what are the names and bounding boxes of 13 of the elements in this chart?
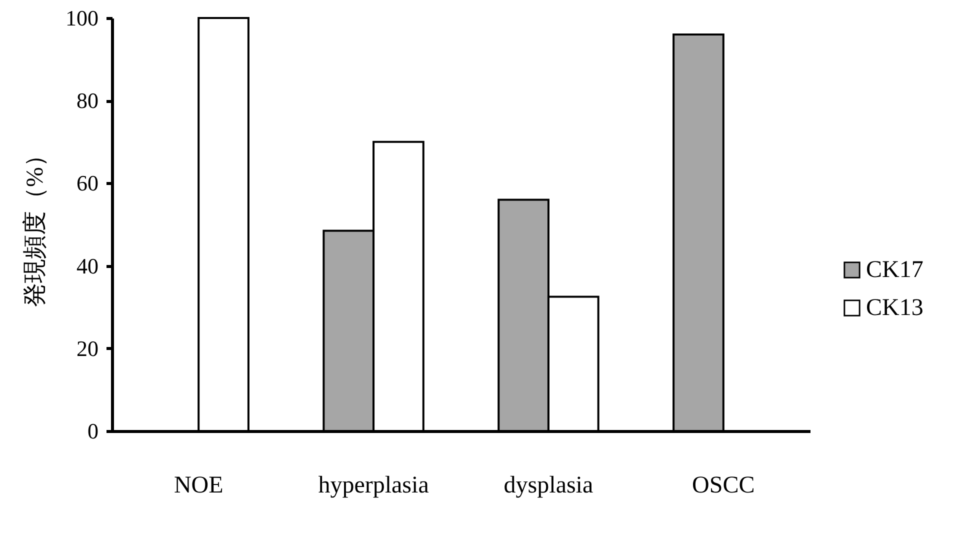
x-tick-label: OSCC xyxy=(692,472,755,498)
x-tick-label: NOE xyxy=(174,472,224,498)
y-tick-label: 40 xyxy=(76,253,98,278)
y-tick-label: 100 xyxy=(66,6,98,30)
y-tick-label: 20 xyxy=(76,336,98,361)
y-axis-title: 発現頻度（%） xyxy=(22,143,48,307)
legend-label: CK17 xyxy=(866,257,924,283)
x-tick-label: hyperplasia xyxy=(318,472,430,498)
x-tick-label: dysplasia xyxy=(504,472,594,498)
y-tick-label: 80 xyxy=(76,88,98,114)
y-tick-label: 0 xyxy=(88,418,98,444)
legend-label: CK13 xyxy=(866,295,924,321)
y-tick-label: 60 xyxy=(76,170,98,196)
